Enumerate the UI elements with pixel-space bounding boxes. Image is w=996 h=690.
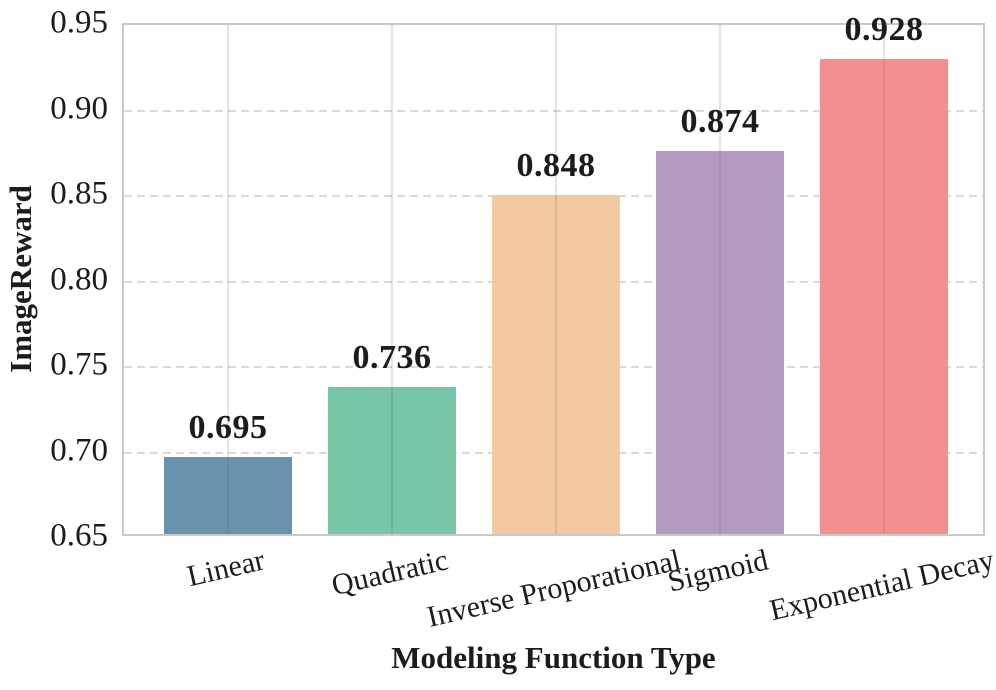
y-tick-label: 0.80 [50,261,108,297]
x-tick-label: Linear [184,543,268,594]
bar-value-label: 0.695 [188,409,268,447]
bar [328,386,456,534]
bar-value-label: 0.848 [516,147,596,185]
plot-area: 0.695 0.736 0.848 0.874 0.928 [122,11,985,536]
horizontal-gridline [124,109,983,112]
x-axis-title: Modeling Function Type [391,640,716,675]
bar-value-label: 0.874 [680,102,760,140]
bar [164,457,292,534]
y-tick-label: 0.90 [50,90,108,126]
y-tick-label: 0.70 [50,432,108,468]
y-tick-label: 0.75 [50,346,108,383]
x-tick-label: Exponential Decay [766,543,996,628]
bar-value-label: 0.928 [844,10,924,48]
vertical-gridline [719,25,721,534]
bar [820,58,948,534]
vertical-gridline [555,25,557,534]
bar [492,195,620,534]
vertical-gridline [227,25,229,534]
vertical-gridline [883,25,885,534]
x-tick-label: Inverse Proporational [423,543,684,634]
x-tick-label: Sigmoid [664,543,772,599]
x-tick-label: Quadratic [328,543,452,603]
y-tick-label: 0.65 [50,517,108,554]
bar [656,150,784,534]
vertical-gridline [391,25,393,534]
y-tick-label: 0.95 [50,4,108,41]
bar-value-label: 0.736 [352,338,432,376]
y-tick-label: 0.85 [50,175,108,212]
